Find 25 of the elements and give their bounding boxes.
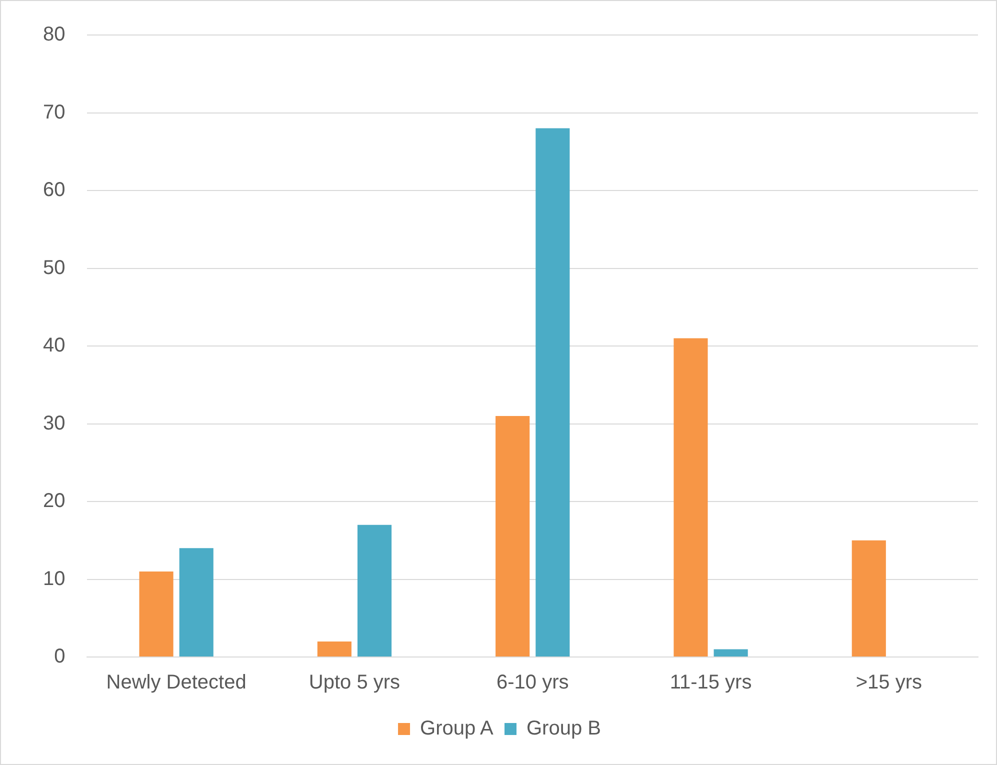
bar bbox=[674, 338, 708, 656]
x-tick-label: >15 yrs bbox=[856, 672, 922, 694]
x-tick-label: Upto 5 yrs bbox=[308, 672, 400, 694]
bar bbox=[714, 649, 748, 656]
y-tick-label: 0 bbox=[54, 646, 66, 668]
y-tick-label: 10 bbox=[42, 568, 66, 590]
y-tick-label: 60 bbox=[42, 179, 66, 202]
y-tick-label: 20 bbox=[42, 490, 66, 512]
y-tick-label: 80 bbox=[42, 24, 66, 46]
bar bbox=[139, 571, 174, 656]
bar bbox=[357, 524, 392, 656]
bar bbox=[536, 128, 570, 656]
legend-label: Group B bbox=[526, 718, 601, 740]
bar bbox=[317, 641, 352, 656]
bar bbox=[179, 548, 214, 656]
y-tick-label: 30 bbox=[42, 412, 66, 434]
y-tick-label: 50 bbox=[42, 256, 66, 279]
legend-label: Group A bbox=[420, 718, 494, 740]
x-tick-label: 11-15 yrs bbox=[670, 672, 752, 694]
bar bbox=[852, 540, 886, 656]
y-tick-label: 70 bbox=[42, 101, 66, 124]
x-tick-label: 6-10 yrs bbox=[496, 672, 569, 694]
x-tick-label: Newly Detected bbox=[106, 672, 246, 694]
bar bbox=[496, 416, 530, 656]
y-tick-label: 40 bbox=[42, 334, 66, 357]
